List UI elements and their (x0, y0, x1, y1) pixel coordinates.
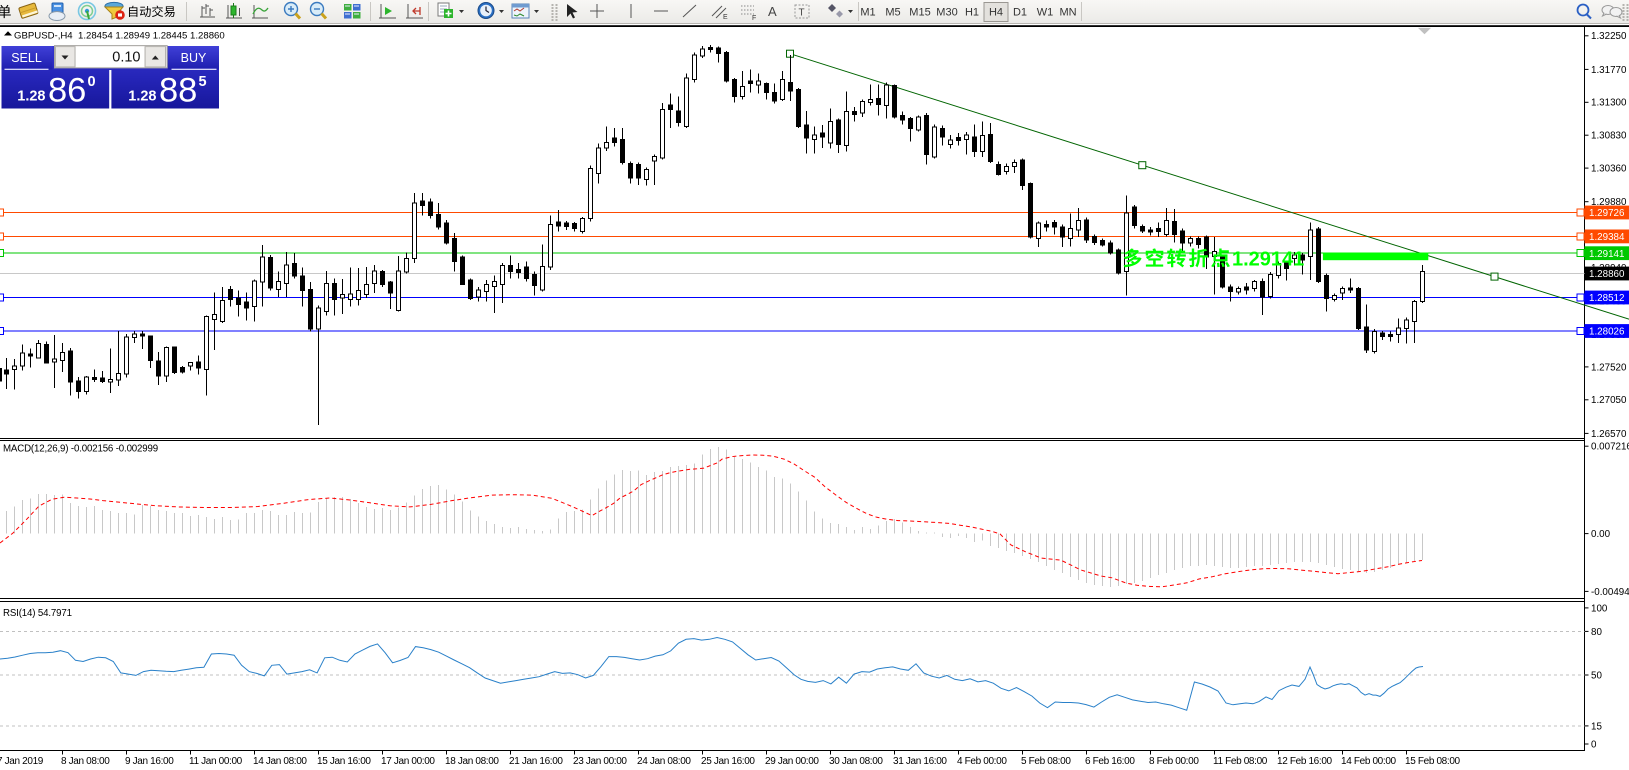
svg-text:0: 0 (88, 74, 96, 90)
svg-text:15: 15 (1591, 721, 1602, 732)
svg-text:12 Feb 16:00: 12 Feb 16:00 (1277, 756, 1333, 767)
svg-text:1.29141: 1.29141 (1589, 249, 1624, 260)
svg-text:M1: M1 (860, 7, 875, 19)
svg-text:RSI(14) 54.7971: RSI(14) 54.7971 (3, 608, 72, 619)
svg-text:BUY: BUY (181, 51, 207, 65)
svg-text:T: T (799, 8, 805, 19)
svg-text:15 Feb 08:00: 15 Feb 08:00 (1405, 756, 1461, 767)
svg-text:8 Feb 00:00: 8 Feb 00:00 (1149, 756, 1199, 767)
svg-text:-0.004943: -0.004943 (1591, 587, 1629, 598)
svg-text:1.28512: 1.28512 (1589, 293, 1624, 304)
svg-text:0.10: 0.10 (112, 50, 140, 66)
svg-text:0.00: 0.00 (1591, 529, 1611, 540)
svg-text:H1: H1 (965, 7, 979, 19)
svg-text:4 Feb 00:00: 4 Feb 00:00 (957, 756, 1007, 767)
svg-text:E: E (723, 14, 728, 21)
svg-text:A: A (768, 4, 777, 19)
svg-text:8 Jan 08:00: 8 Jan 08:00 (61, 756, 110, 767)
svg-text:1.29726: 1.29726 (1589, 208, 1625, 219)
svg-text:SELL: SELL (11, 51, 42, 65)
svg-text:31 Jan 16:00: 31 Jan 16:00 (893, 756, 947, 767)
svg-text:1.27050: 1.27050 (1591, 395, 1627, 406)
svg-text:21 Jan 16:00: 21 Jan 16:00 (509, 756, 563, 767)
svg-text:25 Jan 16:00: 25 Jan 16:00 (701, 756, 755, 767)
svg-text:1.29141: 1.29141 (1232, 249, 1304, 271)
svg-text:14 Feb 00:00: 14 Feb 00:00 (1341, 756, 1397, 767)
svg-text:1.28860: 1.28860 (1589, 269, 1625, 280)
svg-text:17 Jan 00:00: 17 Jan 00:00 (381, 756, 435, 767)
svg-text:1.30830: 1.30830 (1591, 131, 1627, 142)
svg-text:29 Jan 00:00: 29 Jan 00:00 (765, 756, 819, 767)
svg-text:86: 86 (48, 72, 86, 110)
svg-text:1.30360: 1.30360 (1591, 164, 1627, 175)
svg-text:MN: MN (1059, 7, 1076, 19)
svg-text:5 Feb 08:00: 5 Feb 08:00 (1021, 756, 1071, 767)
svg-text:1.31770: 1.31770 (1591, 65, 1627, 76)
svg-text:0.007216: 0.007216 (1591, 442, 1629, 453)
svg-text:1.29880: 1.29880 (1591, 197, 1627, 208)
svg-text:6 Feb 16:00: 6 Feb 16:00 (1085, 756, 1135, 767)
svg-text:11 Feb 08:00: 11 Feb 08:00 (1213, 756, 1268, 767)
svg-text:M5: M5 (885, 7, 900, 19)
svg-text:F: F (752, 15, 756, 22)
svg-text:15 Jan 16:00: 15 Jan 16:00 (317, 756, 371, 767)
svg-text:1.27520: 1.27520 (1591, 362, 1627, 373)
svg-text:0: 0 (1591, 739, 1597, 750)
svg-text:1.28026: 1.28026 (1589, 327, 1625, 338)
svg-text:1.28454 1.28949 1.28445 1.2886: 1.28454 1.28949 1.28445 1.28860 (78, 31, 225, 42)
svg-text:MACD(12,26,9) -0.002156 -0.002: MACD(12,26,9) -0.002156 -0.002999 (3, 444, 158, 455)
svg-text:80: 80 (1591, 627, 1602, 638)
svg-text:5: 5 (199, 74, 207, 90)
svg-text:100: 100 (1591, 603, 1608, 614)
svg-text:M15: M15 (909, 7, 930, 19)
svg-text:1.29384: 1.29384 (1589, 232, 1625, 243)
svg-text:23 Jan 00:00: 23 Jan 00:00 (573, 756, 627, 767)
svg-text:1.28: 1.28 (128, 89, 156, 105)
svg-text:1.26570: 1.26570 (1591, 429, 1627, 440)
svg-text:D1: D1 (1013, 7, 1027, 19)
svg-text:7 Jan 2019: 7 Jan 2019 (0, 756, 44, 767)
svg-text:88: 88 (159, 72, 197, 110)
svg-text:GBPUSD-,H4: GBPUSD-,H4 (14, 31, 73, 42)
svg-text:1.28: 1.28 (17, 89, 45, 105)
svg-text:H4: H4 (989, 7, 1003, 19)
svg-text:50: 50 (1591, 670, 1602, 681)
svg-text:24 Jan 08:00: 24 Jan 08:00 (637, 756, 691, 767)
svg-text:1.32250: 1.32250 (1591, 31, 1627, 42)
svg-text:9 Jan 16:00: 9 Jan 16:00 (125, 756, 174, 767)
svg-text:1.31300: 1.31300 (1591, 98, 1627, 109)
svg-text:18 Jan 08:00: 18 Jan 08:00 (445, 756, 499, 767)
svg-text:30 Jan 08:00: 30 Jan 08:00 (829, 756, 883, 767)
svg-text:11 Jan 00:00: 11 Jan 00:00 (189, 756, 243, 767)
svg-text:14 Jan 08:00: 14 Jan 08:00 (253, 756, 307, 767)
svg-text:M30: M30 (936, 7, 957, 19)
svg-text:W1: W1 (1037, 7, 1054, 19)
